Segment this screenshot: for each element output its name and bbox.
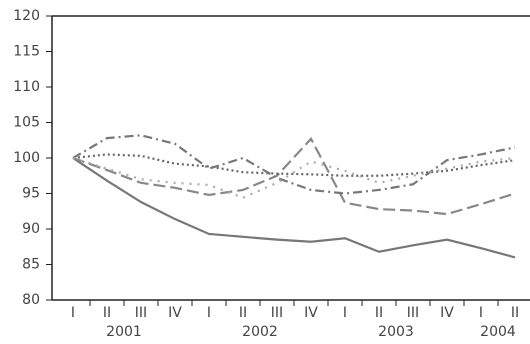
year-label: 2004 [480,324,516,340]
x-tick-label: I [71,305,75,321]
y-tick-label: 105 [13,115,40,131]
y-tick-label: 90 [22,221,40,237]
x-tick-label: IV [304,305,318,321]
series-line [72,157,516,259]
x-tick-label: II [511,305,519,321]
x-tick-label: III [135,305,147,321]
y-tick-label: 85 [22,257,40,273]
y-tick-label: 80 [22,292,40,308]
x-tick-label: I [343,305,347,321]
x-tick-label: III [271,305,283,321]
x-tick-label: II [375,305,383,321]
y-tick-label: 95 [22,186,40,202]
x-tick-label: III [407,305,419,321]
x-tick-label: IV [440,305,454,321]
x-tick-label: I [479,305,483,321]
y-tick-label: 110 [13,79,40,95]
series-line [72,156,516,199]
y-tick-label: 115 [13,44,40,60]
x-tick-label: II [239,305,247,321]
x-tick-label: II [103,305,111,321]
series-line [72,136,516,216]
series-line [72,134,516,195]
year-label: 2001 [106,324,142,340]
year-label: 2003 [378,324,414,340]
x-tick-label: IV [168,305,182,321]
x-tick-label: I [207,305,211,321]
series-line [72,153,516,177]
y-tick-label: 100 [13,150,40,166]
year-label: 2002 [242,324,278,340]
y-tick-label: 120 [13,8,40,24]
